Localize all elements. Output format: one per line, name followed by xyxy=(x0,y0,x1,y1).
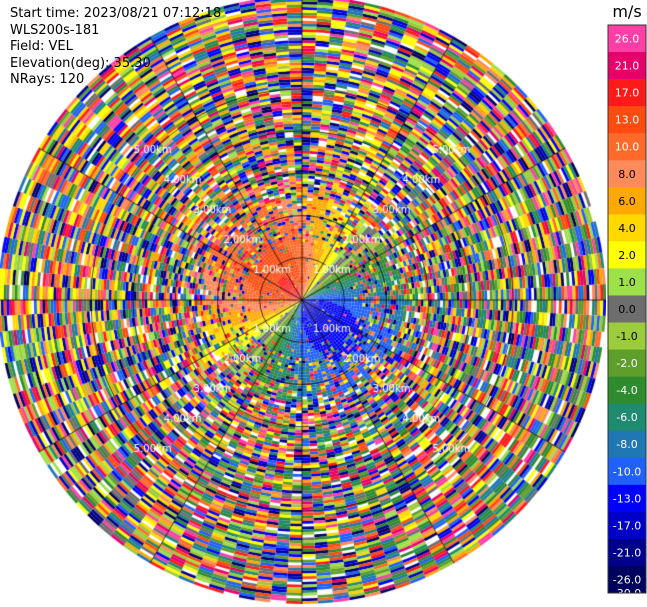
colorbar-segment xyxy=(608,430,646,459)
nrays-label: NRays: 120 xyxy=(10,72,85,88)
colorbar-tick-label: -6.0 xyxy=(616,411,637,424)
colorbar-tick-label: 2.0 xyxy=(618,249,636,262)
colorbar-tick-label: 17.0 xyxy=(615,87,640,100)
colorbar-segment xyxy=(608,322,646,351)
colorbar-tick-label: -26.0 xyxy=(613,573,641,586)
colorbar-segment xyxy=(608,106,646,134)
colorbar-segment xyxy=(608,565,646,594)
colorbar-units-label: m/s xyxy=(612,2,641,21)
colorbar-tick-label: -4.0 xyxy=(616,384,637,397)
colorbar-segment xyxy=(608,241,646,269)
colorbar-tick-label: 1.0 xyxy=(618,276,636,289)
colorbar-segment xyxy=(608,133,646,161)
colorbar-segment xyxy=(608,160,646,188)
colorbar-tick-label: -10.0 xyxy=(613,465,641,478)
elevation-label: Elevation(deg): 35.30 xyxy=(10,55,151,71)
colorbar-segment xyxy=(608,484,646,513)
colorbar-tick-label: 8.0 xyxy=(618,168,636,181)
colorbar-tick-label: -17.0 xyxy=(613,519,641,532)
colorbar-tick-label: 21.0 xyxy=(615,60,640,73)
colorbar-tick-label: -1.0 xyxy=(616,330,637,343)
colorbar-segment xyxy=(608,268,646,296)
colorbar-segment xyxy=(608,349,646,378)
colorbar-segment xyxy=(608,79,646,107)
colorbar-tick-label: -8.0 xyxy=(616,438,637,451)
colorbar-segment xyxy=(608,376,646,405)
colorbar-segment xyxy=(608,187,646,215)
colorbar-tick-label: -2.0 xyxy=(616,357,637,370)
colorbar-tick-label: 13.0 xyxy=(615,114,640,127)
ppi-velocity-plot xyxy=(0,0,606,607)
colorbar-tick-label: 6.0 xyxy=(618,195,636,208)
scan-info: Start time: 2023/08/21 07:12:18 WLS200s-… xyxy=(10,6,221,89)
colorbar-tick-label: 10.0 xyxy=(615,141,640,154)
colorbar-segment xyxy=(608,25,646,53)
field-label: Field: VEL xyxy=(10,39,73,55)
start-time-label: Start time: 2023/08/21 07:12:18 xyxy=(10,6,222,21)
colorbar-segment xyxy=(608,214,646,242)
colorbar-tick-label: 4.0 xyxy=(618,222,636,235)
colorbar-frame xyxy=(607,24,647,594)
colorbar-tick-label: -13.0 xyxy=(613,492,641,505)
station-label: WLS200s-181 xyxy=(10,22,100,38)
colorbar-segment xyxy=(608,52,646,80)
colorbar-segment xyxy=(608,295,646,324)
colorbar-tick-label: -21.0 xyxy=(613,546,641,559)
colorbar-segment xyxy=(608,538,646,567)
velocity-colorbar: m/s 26.0 21.0 17.0 13.0 10.0 8.0 6.0 4.0 2.0 1.0 0.… xyxy=(607,2,647,600)
colorbar-segment xyxy=(608,403,646,432)
colorbar-tick-label: 0.0 xyxy=(618,303,636,316)
colorbar-tick-label: 26.0 xyxy=(615,33,640,46)
colorbar-segment xyxy=(608,457,646,486)
colorbar-segment xyxy=(608,511,646,540)
